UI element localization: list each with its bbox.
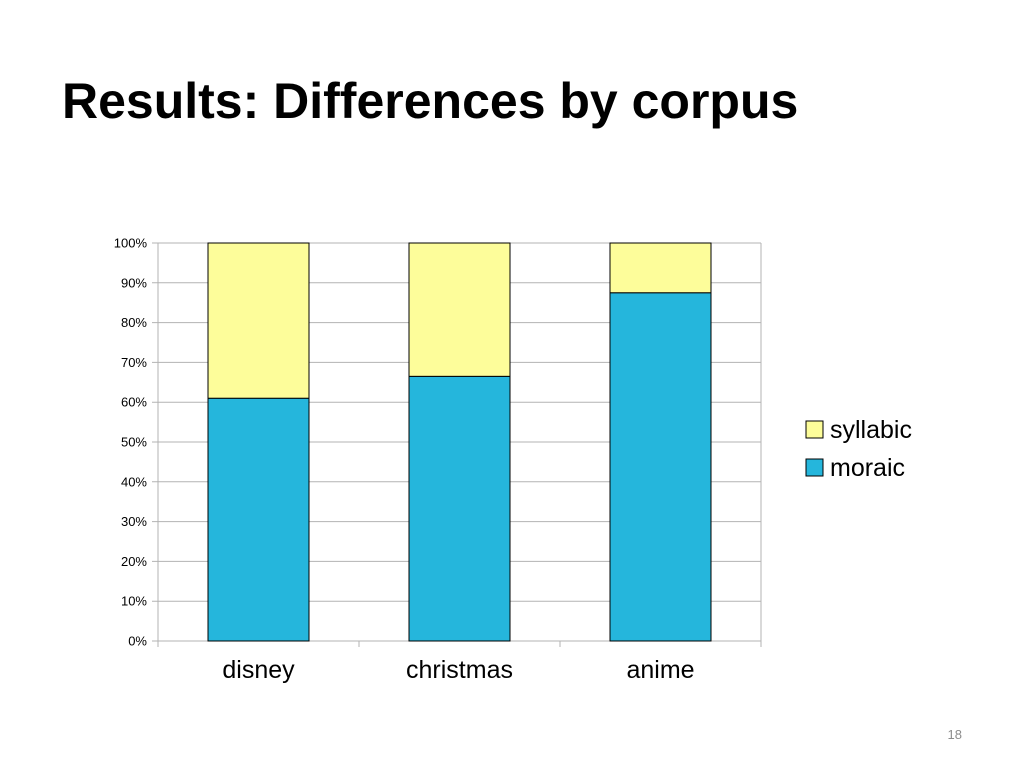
legend-swatch-syllabic <box>805 420 824 439</box>
axis-labels: 0% 10% 20% 30% 40% 50% 60% 70% 80% 90% 100% disney c… <box>114 236 695 685</box>
x-category-label: christmas <box>406 656 513 684</box>
y-tick-label: 50% <box>121 435 147 450</box>
y-tick-label: 100% <box>114 236 148 251</box>
y-tick-label: 10% <box>121 594 147 609</box>
legend-swatch-moraic <box>805 458 824 477</box>
legend-label-moraic: moraic <box>830 454 905 482</box>
slide-title: Results: Differences by corpus <box>62 73 799 129</box>
y-tick-label: 60% <box>121 395 147 410</box>
bar-syllabic-christmas <box>408 242 511 377</box>
y-tick-label: 70% <box>121 355 147 370</box>
x-category-label: anime <box>626 656 694 684</box>
y-tick-label: 80% <box>121 315 147 330</box>
bar-moraic-disney <box>207 397 310 642</box>
legend: syllabic moraic <box>805 416 912 482</box>
bar-moraic-christmas <box>408 375 511 642</box>
bars <box>207 242 712 642</box>
y-tick-label: 20% <box>121 554 147 569</box>
bar-syllabic-disney <box>207 242 310 399</box>
x-category-label: disney <box>222 656 295 684</box>
y-tick-label: 90% <box>121 275 147 290</box>
y-tick-label: 40% <box>121 474 147 489</box>
legend-label-syllabic: syllabic <box>830 416 912 444</box>
y-tick-label: 30% <box>121 514 147 529</box>
page-number: 18 <box>947 727 962 742</box>
bar-moraic-anime <box>609 292 712 642</box>
bar-syllabic-anime <box>609 242 712 294</box>
y-tick-label: 0% <box>128 634 147 649</box>
